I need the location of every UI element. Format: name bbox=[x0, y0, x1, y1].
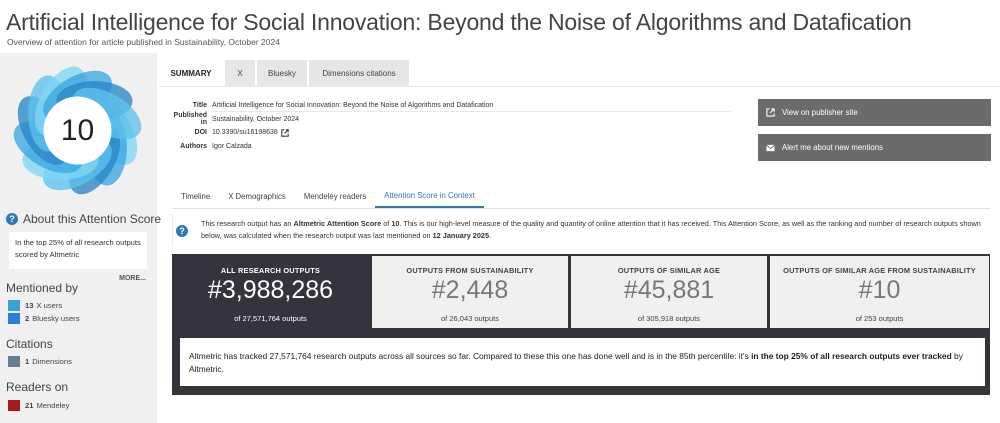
donut-graphic bbox=[13, 66, 142, 195]
context-subtabs: Timeline X Demographics Mendeley readers… bbox=[172, 184, 484, 208]
stat-similar-age: OUTPUTS OF SIMILAR AGE #45,881 of 305,91… bbox=[571, 256, 767, 328]
question-icon[interactable]: ? bbox=[176, 225, 188, 237]
subtab-x-demographics[interactable]: X Demographics bbox=[228, 191, 286, 201]
stat-all-outputs: ALL RESEARCH OUTPUTS #3,988,286 of 27,57… bbox=[172, 256, 369, 328]
info-row-title: Title Artificial Intelligence for Social… bbox=[168, 99, 494, 113]
mention-row-x[interactable]: 13 X users bbox=[8, 300, 62, 311]
tab-bluesky[interactable]: Bluesky bbox=[257, 60, 307, 86]
page-title: Artificial Intelligence for Social Innov… bbox=[6, 9, 912, 35]
external-link-icon bbox=[766, 108, 775, 117]
dimensions-swatch-icon bbox=[8, 356, 20, 367]
title-value: Artificial Intelligence for Social Innov… bbox=[212, 102, 494, 110]
top-percentile-box: In the top 25% of all research outputs s… bbox=[9, 232, 147, 269]
mention-count: 13 bbox=[25, 301, 34, 310]
about-attention-score-label: About this Attention Score bbox=[23, 212, 162, 226]
attention-score-value: 10 bbox=[60, 113, 95, 147]
stat-title: OUTPUTS FROM SUSTAINABILITY bbox=[406, 266, 534, 275]
view-publisher-button[interactable]: View on publisher site bbox=[758, 99, 991, 126]
citation-count: 1 bbox=[25, 357, 30, 366]
doi-label: DOI bbox=[194, 129, 207, 137]
mendeley-swatch-icon bbox=[8, 400, 20, 411]
doi-link[interactable]: 10.3390/su16198638 bbox=[212, 129, 289, 137]
main-tabs: SUMMARY X Bluesky Dimensions citations bbox=[159, 60, 409, 86]
tab-dimensions-citations[interactable]: Dimensions citations bbox=[309, 60, 409, 86]
sidebar: 10 ? About this Attention Score In the t… bbox=[0, 53, 161, 423]
info-divider bbox=[212, 111, 732, 112]
stat-total: of 27,571,764 outputs bbox=[234, 314, 307, 323]
mention-label: X users bbox=[36, 301, 63, 310]
mention-count: 2 bbox=[25, 314, 30, 323]
published-value: Sustainability, October 2024 bbox=[212, 115, 300, 123]
stat-rank: #45,881 bbox=[623, 276, 715, 304]
score-info-box: ? This research output has an Altmetric … bbox=[172, 214, 990, 246]
reader-row-mendeley[interactable]: 21 Mendeley bbox=[8, 400, 69, 411]
citation-row-dimensions[interactable]: 1 Dimensions bbox=[8, 356, 72, 367]
stat-total: of 26,043 outputs bbox=[441, 314, 499, 323]
readers-heading: Readers on bbox=[6, 380, 69, 394]
stat-rank: #2,448 bbox=[431, 276, 509, 304]
info-row-doi: DOI 10.3390/su16198638 bbox=[168, 126, 493, 140]
stat-rank: #3,988,286 bbox=[207, 276, 334, 304]
mentioned-by-heading: Mentioned by bbox=[6, 281, 79, 295]
stat-total: of 253 outputs bbox=[855, 314, 904, 323]
view-publisher-label: View on publisher site bbox=[782, 108, 858, 117]
info-row-authors: Authors Igor Calzada bbox=[168, 140, 493, 154]
stat-title: ALL RESEARCH OUTPUTS bbox=[220, 266, 321, 275]
stat-sustainability: OUTPUTS FROM SUSTAINABILITY #2,448 of 26… bbox=[372, 256, 568, 328]
stat-similar-age-sustainability: OUTPUTS OF SIMILAR AGE FROM SUSTAINABILI… bbox=[770, 256, 989, 328]
more-link[interactable]: MORE... bbox=[119, 275, 146, 282]
tab-x[interactable]: X bbox=[225, 60, 255, 86]
stat-rank: #10 bbox=[858, 276, 901, 304]
title-label: Title bbox=[192, 102, 207, 110]
subtab-timeline[interactable]: Timeline bbox=[181, 191, 211, 201]
reader-label: Mendeley bbox=[36, 401, 70, 410]
mention-label: Bluesky users bbox=[32, 314, 80, 323]
citations-heading: Citations bbox=[6, 337, 53, 351]
subtab-attention-score-context[interactable]: Attention Score in Context bbox=[375, 184, 484, 208]
external-link-icon bbox=[281, 129, 289, 137]
stat-total: of 305,918 outputs bbox=[637, 314, 701, 323]
alert-me-button[interactable]: Alert me about new mentions bbox=[758, 134, 991, 161]
page-subtitle: Overview of attention for article publis… bbox=[7, 37, 280, 47]
score-info-text: This research output has an Altmetric At… bbox=[201, 219, 981, 240]
reader-count: 21 bbox=[25, 401, 34, 410]
tab-summary[interactable]: SUMMARY bbox=[159, 60, 223, 86]
bluesky-swatch-icon bbox=[8, 313, 20, 324]
stat-title: OUTPUTS OF SIMILAR AGE bbox=[617, 266, 721, 275]
article-info: Title Artificial Intelligence for Social… bbox=[168, 99, 494, 154]
attention-score-donut[interactable]: 10 bbox=[5, 58, 150, 203]
doi-value: 10.3390/su16198638 bbox=[212, 129, 278, 137]
info-row-published: Published in Sustainability, October 202… bbox=[168, 112, 493, 127]
envelope-icon bbox=[766, 144, 775, 151]
subtab-mendeley-readers[interactable]: Mendeley readers bbox=[303, 191, 367, 201]
authors-label: Authors bbox=[180, 142, 207, 150]
x-swatch-icon bbox=[8, 300, 20, 311]
donut-center bbox=[43, 96, 112, 165]
subtabs-divider bbox=[172, 208, 990, 209]
published-label: Published in bbox=[173, 112, 207, 127]
about-attention-score[interactable]: ? About this Attention Score bbox=[6, 212, 161, 226]
citation-label: Dimensions bbox=[32, 357, 72, 366]
authors-value: Igor Calzada bbox=[212, 142, 252, 150]
alert-me-label: Alert me about new mentions bbox=[782, 143, 883, 152]
tracked-summary: Altmetric has tracked 27,571,764 researc… bbox=[180, 338, 985, 386]
question-icon: ? bbox=[6, 213, 18, 225]
stat-title: OUTPUTS OF SIMILAR AGE FROM SUSTAINABILI… bbox=[783, 266, 976, 275]
tabs-divider bbox=[159, 86, 1000, 87]
mention-row-bluesky[interactable]: 2 Bluesky users bbox=[8, 313, 80, 324]
